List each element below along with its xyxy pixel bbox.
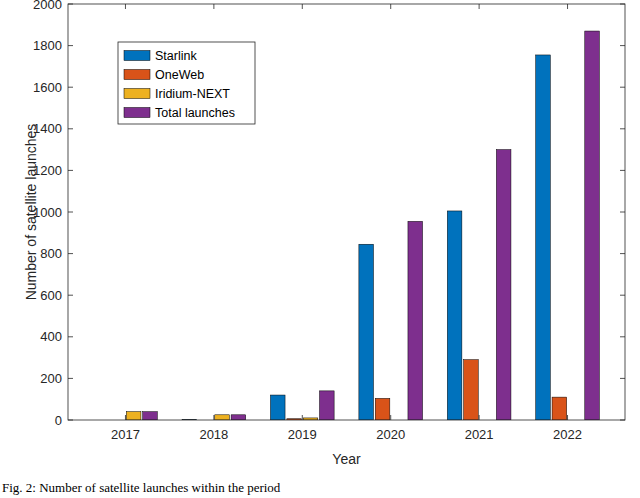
- y-tick: [620, 336, 625, 337]
- x-tick-label: 2022: [553, 427, 582, 442]
- bar: [215, 415, 230, 420]
- y-tick: [620, 87, 625, 88]
- y-tick: [68, 128, 73, 129]
- legend-swatch: [124, 70, 150, 80]
- legend-swatch: [124, 89, 150, 99]
- y-tick: [68, 420, 73, 421]
- bar: [552, 397, 567, 420]
- x-axis-label: Year: [332, 451, 361, 467]
- x-tick-label: 2021: [465, 427, 494, 442]
- bar: [408, 221, 423, 420]
- y-tick: [68, 295, 73, 296]
- bar: [447, 211, 462, 420]
- y-tick: [68, 170, 73, 171]
- legend: Starlink OneWeb Iridium-NEXT Total launches: [118, 42, 255, 124]
- legend-label: Starlink: [155, 49, 197, 63]
- legend-label: OneWeb: [155, 68, 204, 82]
- plot-area: [68, 4, 625, 420]
- y-tick: [68, 4, 73, 5]
- bar: [231, 415, 246, 420]
- legend-swatch: [124, 108, 150, 118]
- bar: [126, 412, 141, 420]
- x-tick: [479, 4, 480, 9]
- y-tick-label: 0: [55, 413, 62, 428]
- y-tick: [620, 4, 625, 5]
- bars: [126, 31, 599, 420]
- y-axis-label: Number of satellite launches: [23, 124, 39, 301]
- bar: [359, 244, 374, 420]
- y-tick-label: 600: [40, 288, 62, 303]
- chart: 0200400600800100012001400160018002000201…: [0, 0, 640, 498]
- y-tick: [68, 378, 73, 379]
- y-tick-label: 1600: [33, 80, 62, 95]
- x-tick: [302, 415, 303, 420]
- y-tick: [620, 295, 625, 296]
- x-tick: [213, 415, 214, 420]
- y-tick: [620, 128, 625, 129]
- bar: [496, 150, 511, 420]
- y-tick: [68, 212, 73, 213]
- bar: [464, 360, 479, 420]
- x-tick: [390, 4, 391, 9]
- y-tick-label: 200: [40, 371, 62, 386]
- x-tick-label: 2017: [111, 427, 140, 442]
- x-tick: [213, 4, 214, 9]
- frame: [68, 4, 625, 420]
- bar: [375, 398, 390, 420]
- y-tick-label: 2000: [33, 0, 62, 12]
- legend-box: [118, 42, 255, 124]
- y-tick: [68, 336, 73, 337]
- y-tick-label: 1800: [33, 38, 62, 53]
- bar: [536, 55, 551, 420]
- y-tick: [68, 87, 73, 88]
- legend-swatch: [124, 51, 150, 61]
- y-tick: [620, 45, 625, 46]
- x-tick: [125, 415, 126, 420]
- y-tick: [620, 253, 625, 254]
- bar: [585, 31, 600, 420]
- caption: Fig. 2: Number of satellite launches wit…: [2, 480, 281, 495]
- y-tick: [68, 253, 73, 254]
- y-tick: [620, 420, 625, 421]
- x-tick-label: 2019: [288, 427, 317, 442]
- bar: [320, 391, 335, 420]
- legend-label: Iridium-NEXT: [155, 87, 230, 101]
- x-tick: [479, 415, 480, 420]
- x-tick: [125, 4, 126, 9]
- x-tick: [302, 4, 303, 9]
- y-tick: [620, 170, 625, 171]
- y-tick: [620, 212, 625, 213]
- bar: [143, 412, 158, 420]
- bar: [270, 395, 285, 420]
- x-tick-label: 2018: [199, 427, 228, 442]
- y-tick: [68, 45, 73, 46]
- y-tick: [620, 378, 625, 379]
- y-tick-label: 400: [40, 329, 62, 344]
- x-tick: [567, 4, 568, 9]
- y-tick-label: 800: [40, 246, 62, 261]
- legend-label: Total launches: [155, 106, 235, 120]
- x-tick: [567, 415, 568, 420]
- x-tick: [390, 415, 391, 420]
- x-tick-label: 2020: [376, 427, 405, 442]
